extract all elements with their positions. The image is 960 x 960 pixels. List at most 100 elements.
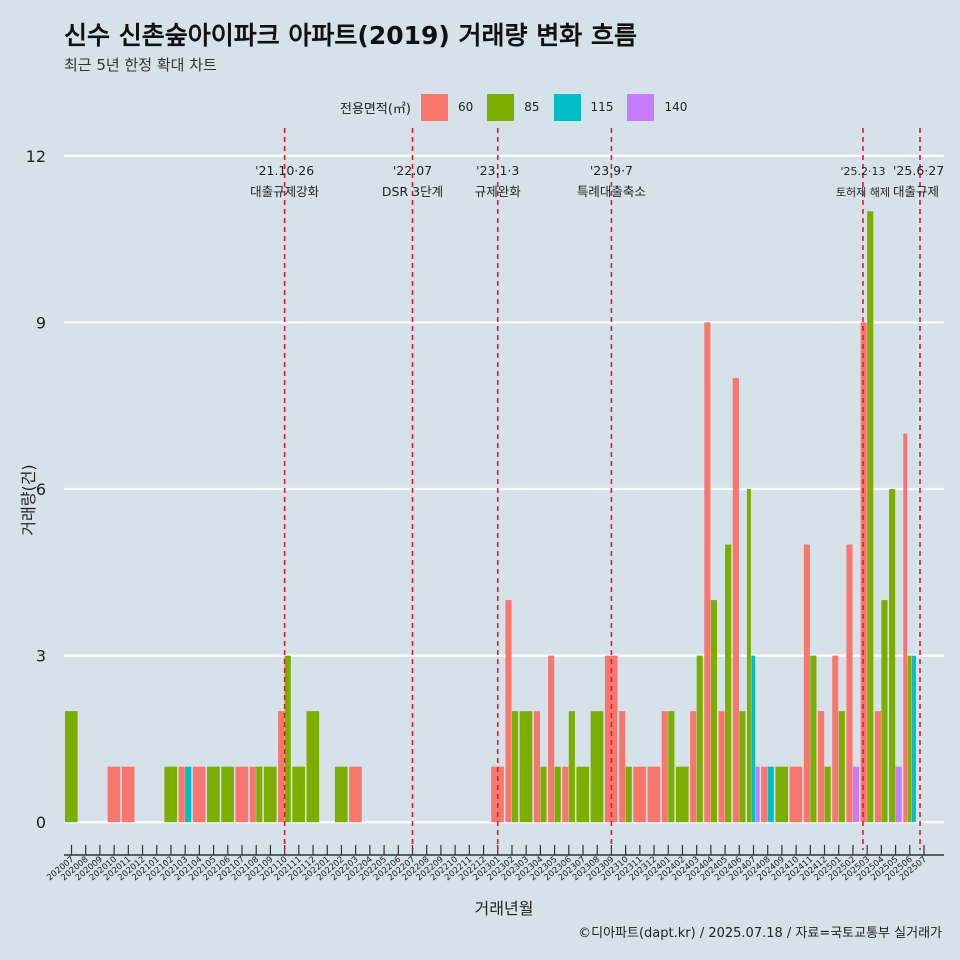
legend-key-140 [627, 93, 655, 121]
bar-60-202506 [903, 433, 908, 823]
event-label-202110: 대출규제강화 [250, 184, 320, 199]
bar-85-202108 [256, 766, 263, 823]
legend-label-60: 60 [457, 100, 474, 114]
y-tick-label: 3 [36, 647, 46, 666]
bar-60-202403 [690, 711, 697, 823]
bar-60-202011 [121, 766, 135, 823]
bar-140-202502 [852, 766, 860, 823]
bar-60-202309 [604, 655, 618, 823]
bar-85-202307 [576, 766, 590, 823]
legend-item-60: 60 [420, 93, 474, 121]
bar-85-202501 [838, 711, 845, 823]
legend-label-115: 115 [590, 100, 614, 114]
bar-60-202504 [874, 711, 881, 823]
bar-60-202406 [732, 377, 739, 823]
bar-85-202405 [725, 544, 732, 823]
bar-85-202105 [207, 766, 220, 823]
bar-85-202302 [511, 711, 519, 823]
bar-60-202203 [349, 766, 362, 823]
event-date-202506: '25.6·27 [893, 163, 944, 178]
bar-140-202407 [755, 766, 760, 823]
bar-60-202010 [107, 766, 121, 823]
bar-60-202404 [704, 322, 711, 823]
bar-85-202412 [824, 766, 831, 823]
y-tick-label: 9 [36, 313, 46, 332]
bar-60-202408 [761, 766, 768, 823]
bar-60-202311 [633, 766, 646, 823]
legend-label-85: 85 [524, 100, 540, 114]
source-caption: ©디아파트(dapt.kr) / 2025.07.18 / 자료=국토교통부 실… [578, 926, 942, 941]
bar-85-202411 [810, 655, 817, 823]
legend-key-60 [420, 93, 448, 121]
bar-85-202106 [221, 766, 234, 823]
bar-115-202506 [911, 655, 916, 823]
bar-85-202403 [696, 655, 703, 823]
bar-115-202103 [185, 766, 192, 823]
bar-85-202401 [668, 711, 675, 823]
bar-140-202505 [895, 766, 902, 823]
event-label-202309: 특례대출축소 [577, 184, 646, 199]
bar-60-202302 [505, 600, 512, 823]
bar-85-202202 [334, 766, 348, 823]
event-label-202502: 토허제 해제 [836, 185, 890, 199]
legend-item-140: 140 [627, 93, 687, 121]
bar-85-202407 [746, 489, 751, 823]
event-label-202207: DSR 3단계 [382, 184, 443, 199]
bar-60-202104 [192, 766, 206, 823]
event-date-202207: '22.07 [393, 163, 432, 178]
legend-key-115 [553, 93, 581, 121]
event-label-202506: 대출규제 [893, 184, 939, 199]
legend-key-85 [487, 93, 515, 121]
chart-subtitle: 최근 5년 한정 확대 차트 [64, 56, 217, 74]
bar-60-202410 [789, 766, 803, 823]
bar-60-202304 [533, 711, 540, 823]
bar-60-202310 [619, 711, 626, 823]
bar-85-202310 [625, 766, 632, 823]
y-tick-label: 6 [36, 480, 46, 499]
bar-85-202109 [263, 766, 277, 823]
bar-60-202107 [235, 766, 249, 823]
bar-60-202306 [562, 766, 569, 823]
bar-60-202401 [661, 711, 668, 823]
legend-item-115: 115 [553, 93, 614, 121]
bar-60-202312 [647, 766, 661, 823]
bar-85-202102 [164, 766, 178, 823]
bar-85-202308 [590, 711, 604, 823]
bar-85-202404 [710, 600, 718, 823]
bar-60-202502 [846, 544, 853, 823]
bar-60-202305 [548, 655, 555, 823]
legend-item-85: 85 [487, 93, 540, 121]
bar-85-202306 [568, 711, 575, 823]
event-date-202309: '23.9·7 [590, 163, 633, 178]
event-date-202301: '23.1·3 [476, 163, 519, 178]
bar-60-202501 [832, 655, 839, 823]
y-tick-label: 12 [26, 147, 46, 166]
bar-60-202411 [803, 544, 810, 823]
bar-85-202007 [64, 711, 78, 823]
bar-60-202108 [249, 766, 256, 823]
event-date-202110: '21.10·26 [255, 163, 314, 178]
bar-115-202408 [767, 766, 774, 823]
bar-85-202506 [907, 655, 912, 823]
bar-85-202409 [775, 766, 789, 823]
bar-60-202103 [178, 766, 185, 823]
bar-85-202402 [675, 766, 689, 823]
bar-85-202504 [881, 600, 888, 823]
event-label-202301: 규제완화 [475, 184, 522, 199]
legend-title: 전용면적(㎡) [340, 101, 411, 117]
bar-60-202412 [818, 711, 825, 823]
y-tick-label: 0 [36, 813, 46, 832]
bar-85-202305 [554, 766, 561, 823]
chart-title: 신수 신촌숲아이파크 아파트(2019) 거래량 변화 흐름 [64, 21, 637, 50]
bar-85-202304 [540, 766, 547, 823]
bar-85-202406 [739, 711, 746, 823]
legend: 전용면적(㎡) 60 85 115 140 [340, 92, 701, 122]
bar-85-202112 [306, 711, 320, 823]
y-axis-title: 거래량(건) [19, 464, 38, 535]
bar-85-202110 [284, 655, 291, 823]
bar-60-202110 [278, 711, 285, 823]
bar-85-202503 [867, 211, 874, 823]
event-date-202502: '25.2·13 [840, 165, 885, 178]
bar-115-202407 [751, 655, 756, 823]
